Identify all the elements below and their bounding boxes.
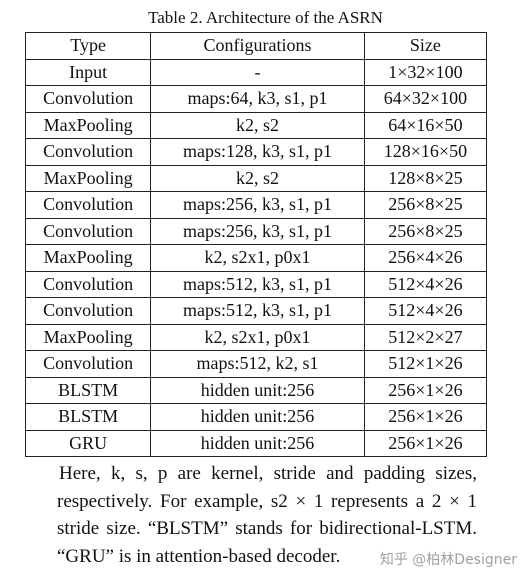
table-row: MaxPooling k2, s2x1, p0x1 512×2×27	[24, 323, 488, 351]
table-cell: Convolution	[24, 270, 152, 298]
table-cell: 512×4×26	[363, 297, 488, 325]
table-cell: Convolution	[24, 191, 152, 219]
table-cell: BLSTM	[24, 403, 152, 431]
header-cell: Type	[24, 32, 152, 60]
table-row: Convolution maps:512, k3, s1, p1 512×4×26	[24, 270, 488, 298]
table-cell: 1×32×100	[363, 58, 488, 86]
table-cell: Convolution	[24, 297, 152, 325]
table-note: Here, k, s, p are kernel, stride and pad…	[57, 463, 477, 567]
table-cell: k2, s2	[150, 164, 365, 192]
table-cell: MaxPooling	[24, 244, 152, 272]
header-cell: Size	[363, 32, 488, 60]
table-cell: 256×1×26	[363, 429, 488, 457]
table-cell: Input	[24, 58, 152, 86]
table-cell: 64×32×100	[363, 85, 488, 113]
table-row: Convolution maps:256, k3, s1, p1 256×8×25	[24, 217, 488, 245]
table-row: Convolution maps:128, k3, s1, p1 128×16×50	[24, 138, 488, 166]
table-row: BLSTM hidden unit:256 256×1×26	[24, 376, 488, 404]
table-cell: 256×8×25	[363, 191, 488, 219]
table-cell: k2, s2	[150, 111, 365, 139]
table-cell: -	[150, 58, 365, 86]
header-row: Type Configurations Size	[24, 32, 488, 60]
table-cell: k2, s2x1, p0x1	[150, 244, 365, 272]
table-cell: 512×4×26	[363, 270, 488, 298]
table-cell: maps:64, k3, s1, p1	[150, 85, 365, 113]
table-row: BLSTM hidden unit:256 256×1×26	[24, 403, 488, 431]
table-title: Table 2. Architecture of the ASRN	[148, 8, 383, 27]
table-cell: maps:512, k3, s1, p1	[150, 270, 365, 298]
table-cell: 256×8×25	[363, 217, 488, 245]
table-row: Convolution maps:512, k3, s1, p1 512×4×26	[24, 297, 488, 325]
architecture-table: Type Configurations Size Input -1×32×100 Con…	[24, 32, 488, 457]
table-cell: Convolution	[24, 217, 152, 245]
table-cell: maps:512, k2, s1	[150, 350, 365, 378]
table-cell: 512×1×26	[363, 350, 488, 378]
table-cell: k2, s2x1, p0x1	[150, 323, 365, 351]
table-cell: MaxPooling	[24, 323, 152, 351]
table-cell: MaxPooling	[24, 111, 152, 139]
table-cell: Convolution	[24, 350, 152, 378]
table-cell: maps:256, k3, s1, p1	[150, 191, 365, 219]
table-cell: maps:128, k3, s1, p1	[150, 138, 365, 166]
table-cell: 256×1×26	[363, 376, 488, 404]
table-row: GRU hidden unit:256 256×1×26	[24, 429, 488, 457]
header-cell: Configurations	[150, 32, 365, 60]
table-cell: 512×2×27	[363, 323, 488, 351]
table-cell: GRU	[24, 429, 152, 457]
table-cell: Convolution	[24, 85, 152, 113]
table-cell: 128×16×50	[363, 138, 488, 166]
table-row: Convolution maps:256, k3, s1, p1 256×8×25	[24, 191, 488, 219]
table-cell: hidden unit:256	[150, 429, 365, 457]
table-row: Convolution maps:512, k2, s1 512×1×26	[24, 350, 488, 378]
table-cell: hidden unit:256	[150, 376, 365, 404]
table-row: Input -1×32×100	[24, 58, 488, 86]
table-row: Convolution maps:64, k3, s1, p1 64×32×100	[24, 85, 488, 113]
watermark: 知乎 @柏林Designer	[379, 552, 517, 568]
table-cell: hidden unit:256	[150, 403, 365, 431]
table-cell: 256×1×26	[363, 403, 488, 431]
table-cell: Convolution	[24, 138, 152, 166]
table-row: MaxPooling k2, s2 128×8×25	[24, 164, 488, 192]
table-cell: 128×8×25	[363, 164, 488, 192]
table-body: Input -1×32×100 Convolution maps:64, k3, s1…	[24, 58, 488, 457]
table-row: MaxPooling k2, s2x1, p0x1 256×4×26	[24, 244, 488, 272]
table-row: MaxPooling k2, s2 64×16×50	[24, 111, 488, 139]
table-cell: BLSTM	[24, 376, 152, 404]
table-cell: MaxPooling	[24, 164, 152, 192]
table-cell: maps:512, k3, s1, p1	[150, 297, 365, 325]
table-cell: 256×4×26	[363, 244, 488, 272]
table-cell: 64×16×50	[363, 111, 488, 139]
table-cell: maps:256, k3, s1, p1	[150, 217, 365, 245]
